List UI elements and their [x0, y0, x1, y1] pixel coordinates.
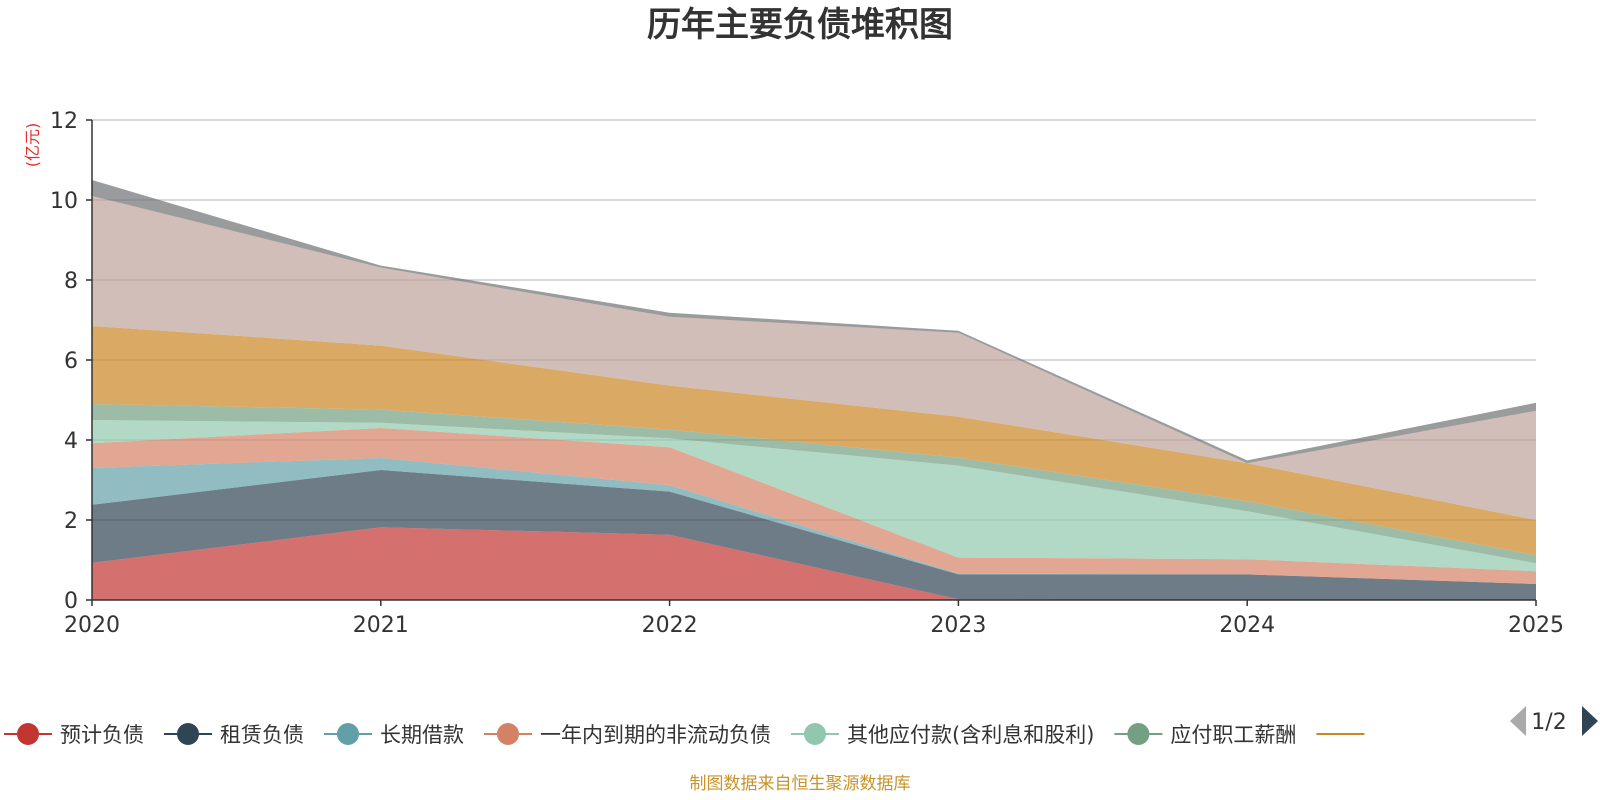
x-tick-label: 2022 [642, 613, 698, 638]
area-series-9 [92, 180, 1536, 464]
y-tick-label: 4 [64, 429, 78, 454]
legend-item[interactable]: 其他应付款(含利息和股利) [791, 723, 1094, 747]
area-series-8 [92, 196, 1536, 520]
area-series-3 [92, 458, 1536, 584]
legend-prev-page-icon[interactable] [1510, 706, 1526, 736]
legend-item[interactable]: 应付职工薪酬 [1114, 723, 1296, 747]
area-series-7 [92, 326, 1536, 556]
legend[interactable]: 预计负债 租赁负债 长期借款 一年内到期的非流动负债 其他应付款(含利息和股利) 应付职工… [4, 723, 1365, 747]
y-tick-label: 0 [64, 589, 78, 614]
legend-pager[interactable]: 1/2 [1510, 706, 1598, 736]
legend-circle-icon [804, 723, 826, 745]
legend-item-label: 应付职工薪酬 [1170, 723, 1296, 747]
x-tick-label: 2020 [64, 613, 120, 638]
legend-circle-icon [177, 723, 199, 745]
y-axis-tick-labels: 0 2 4 6 8 10 12 [50, 109, 78, 614]
legend-page-indicator: 1/2 [1531, 710, 1566, 735]
legend-next-page-icon[interactable] [1582, 706, 1598, 736]
y-tick-label: 10 [50, 189, 78, 214]
area-series-4 [92, 428, 1536, 584]
area-series-group [92, 180, 1536, 600]
legend-item[interactable]: 一年内到期的非流动负债 [484, 723, 771, 747]
x-tick-label: 2021 [353, 613, 409, 638]
y-tick-label: 8 [64, 269, 78, 294]
legend-circle-icon [17, 723, 39, 745]
x-tick-label: 2025 [1508, 613, 1564, 638]
legend-item-label: 其他应付款(含利息和股利) [847, 723, 1094, 747]
legend-circle-icon [337, 723, 359, 745]
legend-item[interactable]: 租赁负债 [164, 723, 304, 747]
legend-circle-icon [1127, 723, 1150, 745]
x-tick-label: 2024 [1219, 613, 1275, 638]
y-tick-label: 6 [64, 349, 78, 374]
legend-item-label: 长期借款 [380, 723, 464, 747]
axes [86, 119, 1537, 606]
chart-title: 历年主要负债堆积图 [647, 5, 953, 45]
area-series-2 [92, 470, 1536, 600]
legend-item-label: 预计负债 [60, 723, 144, 747]
legend-item-label: 租赁负债 [220, 723, 304, 747]
data-source-note: 制图数据来自恒生聚源数据库 [690, 774, 911, 794]
area-series-6 [92, 404, 1536, 564]
area-series-5 [92, 420, 1536, 572]
legend-item[interactable]: 预计负债 [4, 723, 144, 747]
y-axis-unit-label: (亿元) [23, 123, 42, 168]
legend-item[interactable]: 长期借款 [324, 723, 464, 747]
area-series-1 [92, 527, 1536, 600]
x-tick-label: 2023 [930, 613, 986, 638]
y-tick-label: 12 [50, 109, 78, 134]
y-tick-label: 2 [64, 509, 78, 534]
legend-item-label: 一年内到期的非流动负债 [540, 723, 771, 747]
legend-circle-icon [497, 723, 519, 745]
x-axis-tick-labels: 2020 2021 2022 2023 2024 2025 [64, 613, 1564, 638]
